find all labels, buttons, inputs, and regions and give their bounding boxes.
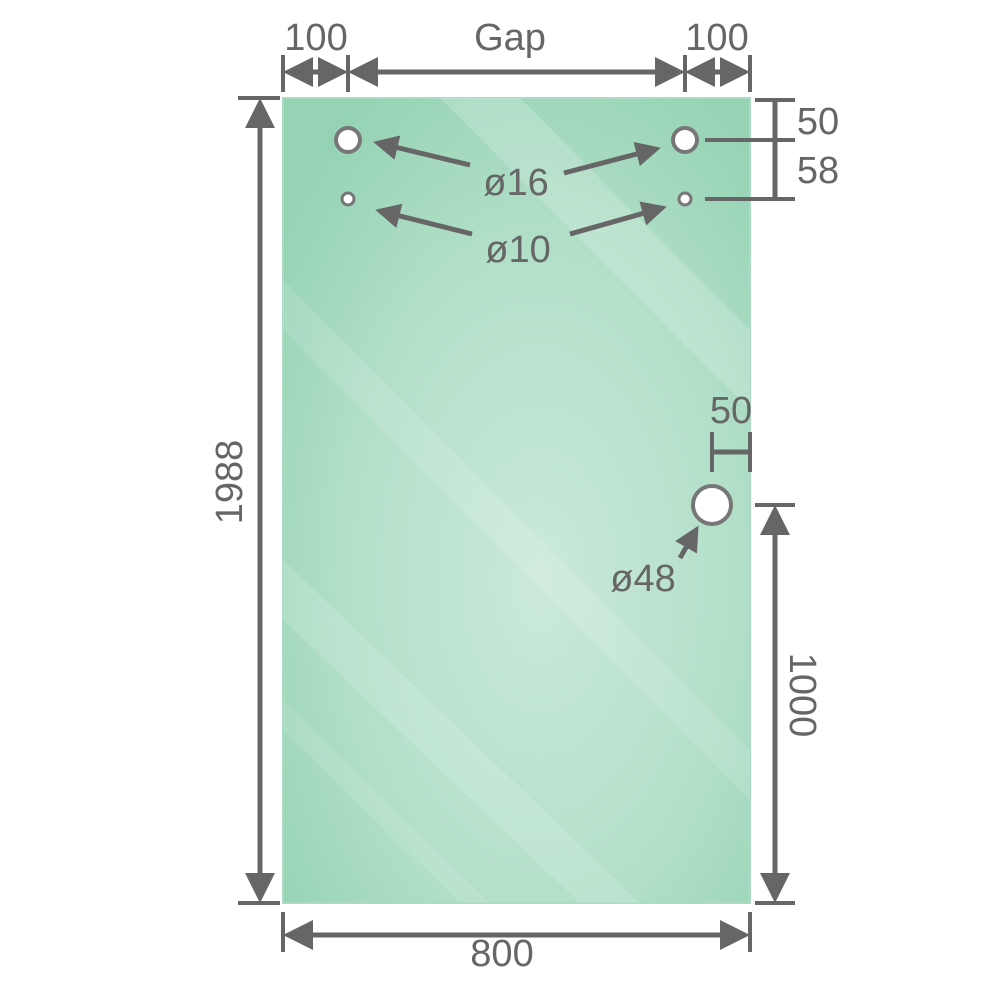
- handle-edge-dimension: 50: [710, 390, 752, 472]
- height-label: 1988: [209, 440, 251, 525]
- right-offset-label: 100: [685, 17, 748, 59]
- hole-small-left: [340, 191, 356, 207]
- gap-label: Gap: [474, 17, 546, 59]
- width-label: 800: [470, 933, 533, 975]
- hole-callouts: ø16 ø10 ø48: [373, 135, 699, 600]
- hole-large-left: [334, 126, 362, 154]
- left-offset-label: 100: [284, 17, 347, 59]
- hole-spacing-dimension: 50 58: [705, 98, 839, 201]
- hole-handle: [691, 484, 733, 526]
- handle-edge-label: 50: [710, 390, 752, 432]
- hole-handle-label: ø48: [610, 558, 675, 600]
- hole-small-right: [677, 191, 693, 207]
- top-dimension: 100 Gap 100: [281, 17, 752, 92]
- holes: [334, 126, 733, 526]
- top-to-large-hole-label: 50: [797, 101, 839, 143]
- glass-panel: [282, 97, 751, 904]
- hole-large-right: [671, 126, 699, 154]
- width-dimension: 800: [281, 912, 752, 975]
- height-dimension: 1988: [209, 96, 280, 905]
- hole-large-label: ø16: [483, 162, 548, 204]
- handle-height-dimension: 1000: [755, 503, 823, 905]
- large-to-small-hole-label: 58: [797, 150, 839, 192]
- hole-small-label: ø10: [485, 229, 550, 271]
- handle-height-label: 1000: [781, 653, 823, 738]
